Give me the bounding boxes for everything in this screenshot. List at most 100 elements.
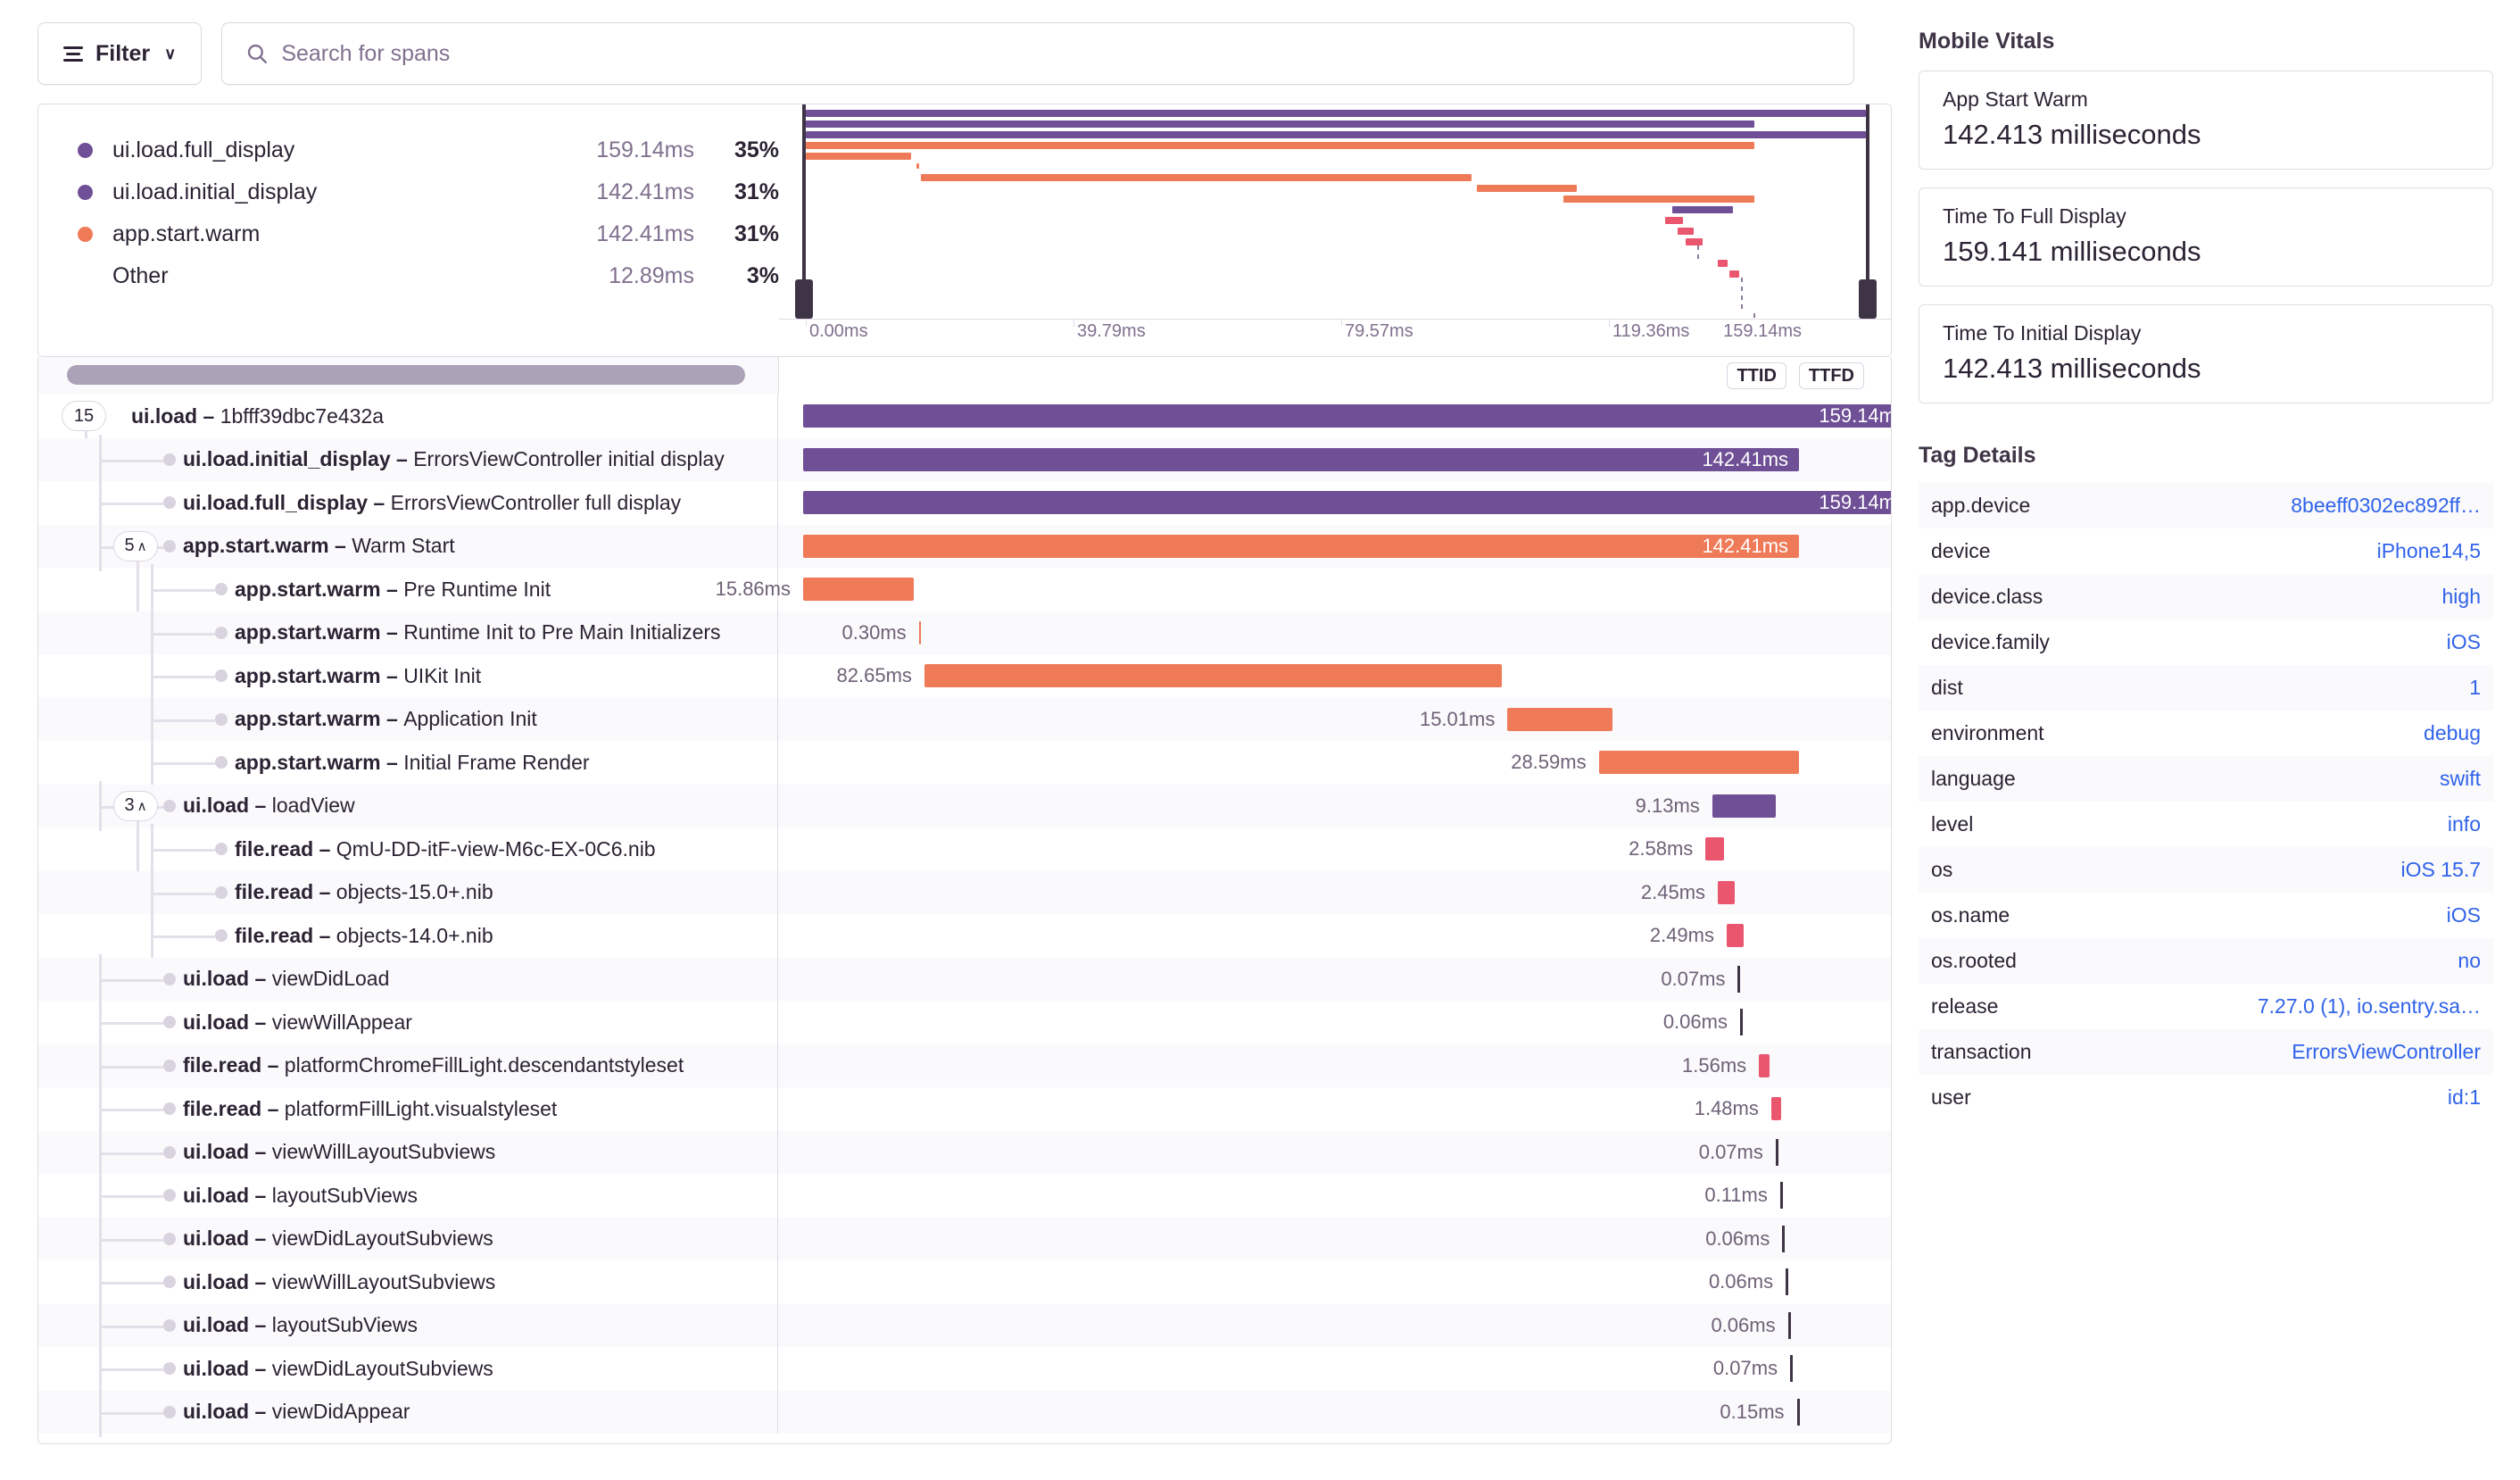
- span-name-cell[interactable]: ui.load – layoutSubViews: [38, 1300, 778, 1351]
- span-bar[interactable]: [1507, 707, 1612, 731]
- tag-row[interactable]: device.class high: [1919, 574, 2493, 619]
- minimap-grip[interactable]: [795, 279, 813, 319]
- span-row[interactable]: ui.load – layoutSubViews 0.06ms: [38, 1300, 1891, 1351]
- span-name-cell[interactable]: ui.load – viewDidLayoutSubviews: [38, 1213, 778, 1264]
- span-bar-cell[interactable]: 28.59ms: [778, 741, 1891, 785]
- minimap-graph[interactable]: [779, 104, 1891, 322]
- span-bar-cell[interactable]: 15.01ms: [778, 698, 1891, 742]
- span-bar[interactable]: [1796, 1398, 1800, 1426]
- span-name-cell[interactable]: file.read – QmU-DD-itF-view-M6c-EX-0C6.n…: [38, 824, 778, 875]
- tag-row[interactable]: os.name iOS: [1919, 893, 2493, 938]
- span-row[interactable]: ui.load.full_display – ErrorsViewControl…: [38, 478, 1891, 528]
- span-name-cell[interactable]: file.read – platformFillLight.visualstyl…: [38, 1084, 778, 1135]
- span-bar-cell[interactable]: 0.07ms: [778, 958, 1891, 1002]
- tag-value[interactable]: debug: [2424, 721, 2481, 744]
- tag-row[interactable]: user id:1: [1919, 1075, 2493, 1120]
- span-bar-cell[interactable]: 0.06ms: [778, 1260, 1891, 1304]
- span-name-cell[interactable]: file.read – objects-14.0+.nib: [38, 910, 778, 961]
- span-bar[interactable]: [1779, 1182, 1783, 1210]
- span-name-cell[interactable]: app.start.warm – Runtime Init to Pre Mai…: [38, 607, 778, 658]
- span-bar-cell[interactable]: 0.30ms: [778, 611, 1891, 655]
- span-row[interactable]: file.read – objects-14.0+.nib 2.49ms: [38, 910, 1891, 961]
- span-row[interactable]: app.start.warm – UIKit Init 82.65ms: [38, 651, 1891, 702]
- span-bar-cell[interactable]: 0.15ms: [778, 1391, 1891, 1434]
- span-bar[interactable]: [1739, 1009, 1743, 1036]
- search-input[interactable]: [281, 40, 1853, 67]
- span-bar-cell[interactable]: 9.13ms: [778, 785, 1891, 828]
- span-name-cell[interactable]: ui.load.full_display – ErrorsViewControl…: [38, 478, 778, 528]
- tag-value[interactable]: ErrorsViewController: [2292, 1040, 2481, 1063]
- span-bar[interactable]: [803, 447, 1800, 471]
- span-collapse-pill[interactable]: 3 ∧: [113, 790, 158, 821]
- tag-row[interactable]: app.device 8beeff0302ec892ff…: [1919, 483, 2493, 528]
- tag-value[interactable]: 7.27.0 (1), io.sentry.sa…: [2257, 994, 2481, 1018]
- span-name-cell[interactable]: ui.load – viewDidLoad: [38, 953, 778, 1004]
- legend-item[interactable]: ui.load.full_display 159.14ms 35%: [78, 129, 779, 171]
- span-bar-cell[interactable]: 0.06ms: [778, 1001, 1891, 1044]
- span-row[interactable]: app.start.warm – Initial Frame Render 28.…: [38, 737, 1891, 788]
- span-bar-cell[interactable]: 0.06ms: [778, 1218, 1891, 1261]
- span-bar[interactable]: [1786, 1268, 1789, 1296]
- span-row[interactable]: app.start.warm – Runtime Init to Pre Mai…: [38, 607, 1891, 658]
- span-name-scroll-track[interactable]: [38, 357, 779, 395]
- span-bar[interactable]: [924, 664, 1503, 688]
- span-bar-cell[interactable]: 2.49ms: [778, 914, 1891, 958]
- span-bar[interactable]: [918, 620, 922, 644]
- span-bar-cell[interactable]: 0.06ms: [778, 1304, 1891, 1348]
- span-bar[interactable]: [1727, 924, 1745, 948]
- span-bar[interactable]: [803, 578, 915, 602]
- span-row[interactable]: file.read – platformChromeFillLight.desc…: [38, 1040, 1891, 1091]
- tag-value[interactable]: no: [2458, 949, 2481, 972]
- span-row[interactable]: file.read – QmU-DD-itF-view-M6c-EX-0C6.n…: [38, 824, 1891, 875]
- span-bar-cell[interactable]: 2.45ms: [778, 871, 1891, 915]
- tag-row[interactable]: language swift: [1919, 756, 2493, 802]
- ttfd-marker[interactable]: TTFD: [1798, 362, 1864, 389]
- span-bar[interactable]: [1759, 1053, 1770, 1077]
- tag-value[interactable]: high: [2441, 585, 2481, 608]
- span-name-cell[interactable]: file.read – platformChromeFillLight.desc…: [38, 1040, 778, 1091]
- span-row[interactable]: ui.load – viewDidLayoutSubviews 0.06ms: [38, 1213, 1891, 1264]
- span-row[interactable]: 15 ui.load – 1bfff39dbc7e432a 159.14ms: [38, 395, 1891, 481]
- span-row[interactable]: app.start.warm – Pre Runtime Init 15.86ms: [38, 564, 1891, 615]
- span-name-cell[interactable]: 5 ∧ app.start.warm – Warm Start: [38, 520, 778, 611]
- tag-row[interactable]: level info: [1919, 802, 2493, 847]
- vital-card-app-start-warm[interactable]: App Start Warm 142.413 milliseconds: [1919, 71, 2493, 170]
- span-row[interactable]: app.start.warm – Application Init 15.01ms: [38, 694, 1891, 744]
- legend-item[interactable]: app.start.warm 142.41ms 31%: [78, 213, 779, 255]
- ttid-marker[interactable]: TTID: [1727, 362, 1786, 389]
- minimap-grip[interactable]: [1859, 279, 1877, 319]
- tag-row[interactable]: release 7.27.0 (1), io.sentry.sa…: [1919, 984, 2493, 1029]
- span-bar-cell[interactable]: 142.41ms: [778, 525, 1891, 569]
- tag-row[interactable]: transaction ErrorsViewController: [1919, 1029, 2493, 1075]
- span-bar[interactable]: [1770, 1097, 1782, 1121]
- vital-card-time-to-full-display[interactable]: Time To Full Display 159.141 millisecond…: [1919, 187, 2493, 287]
- span-name-cell[interactable]: 15 ui.load – 1bfff39dbc7e432a: [38, 395, 778, 481]
- span-name-cell[interactable]: ui.load – viewWillLayoutSubviews: [38, 1257, 778, 1308]
- tag-value[interactable]: iOS 15.7: [2400, 858, 2482, 881]
- span-bar-cell[interactable]: 0.11ms: [778, 1174, 1891, 1218]
- span-bar[interactable]: [1787, 1311, 1791, 1339]
- span-bar-cell[interactable]: 15.86ms: [716, 568, 1891, 611]
- span-name-cell[interactable]: ui.load – viewWillLayoutSubviews: [38, 1127, 778, 1177]
- filter-button[interactable]: Filter ∨: [37, 22, 203, 85]
- span-bar[interactable]: [1712, 794, 1777, 818]
- span-row[interactable]: 3 ∧ ui.load – loadView 9.13ms: [38, 780, 1891, 871]
- span-bar-cell[interactable]: 0.07ms: [778, 1131, 1891, 1175]
- tag-value[interactable]: info: [2447, 812, 2481, 836]
- span-row[interactable]: 5 ∧ app.start.warm – Warm Start 142.41ms: [38, 520, 1891, 611]
- tag-value[interactable]: iOS: [2446, 630, 2481, 653]
- span-bar-cell[interactable]: 159.14ms: [778, 481, 1891, 525]
- tag-value[interactable]: id:1: [2447, 1085, 2481, 1109]
- span-name-cell[interactable]: app.start.warm – Application Init: [38, 694, 778, 744]
- span-collapse-pill[interactable]: 15: [62, 401, 106, 432]
- span-bar-cell[interactable]: 1.48ms: [778, 1087, 1891, 1131]
- tag-value[interactable]: 8beeff0302ec892ff…: [2291, 494, 2481, 517]
- span-name-cell[interactable]: ui.load – viewDidAppear: [38, 1386, 778, 1437]
- span-bar[interactable]: [803, 404, 1891, 428]
- tag-row[interactable]: os iOS 15.7: [1919, 847, 2493, 893]
- span-bar[interactable]: [1790, 1355, 1794, 1383]
- span-bar[interactable]: [1598, 751, 1800, 775]
- span-row[interactable]: ui.load – viewDidLayoutSubviews 0.07ms: [38, 1343, 1891, 1394]
- span-row[interactable]: file.read – platformFillLight.visualstyl…: [38, 1084, 1891, 1135]
- tag-value[interactable]: swift: [2440, 767, 2481, 790]
